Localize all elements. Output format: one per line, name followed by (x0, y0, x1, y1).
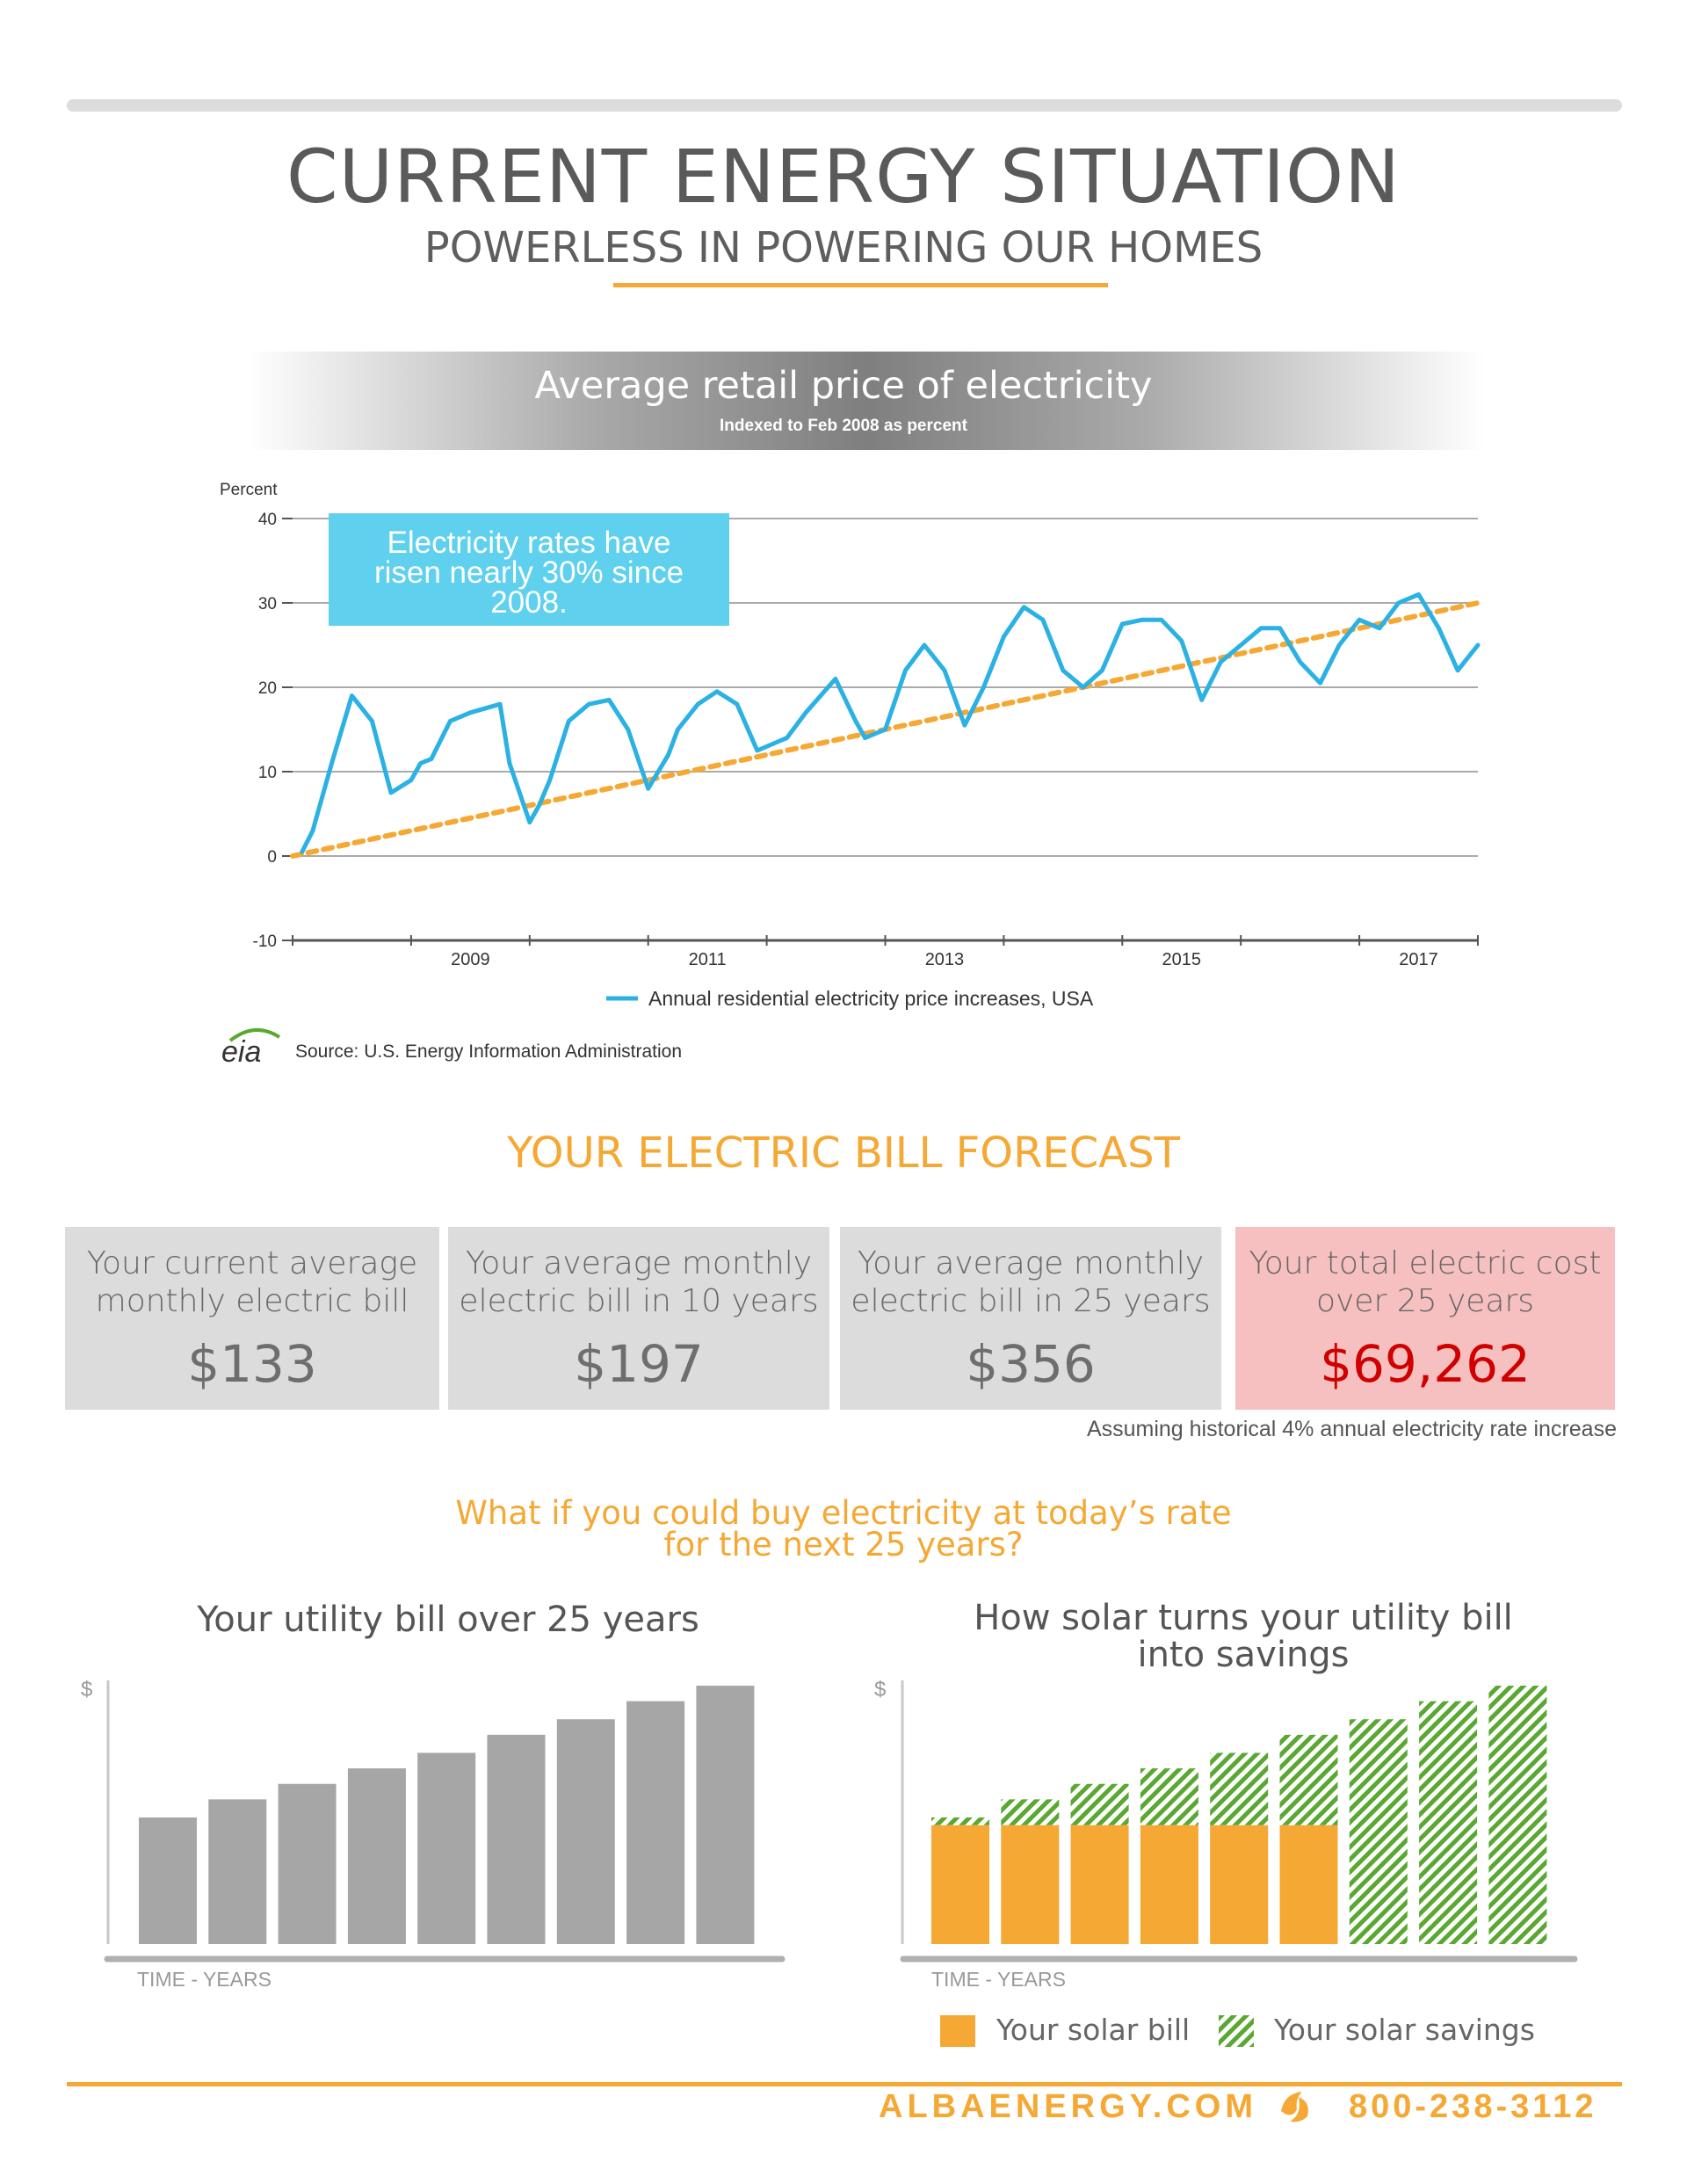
card-label: Your total electric cost over 25 years (1235, 1244, 1615, 1320)
phone-number[interactable]: 800-238-3112 (1349, 2088, 1597, 2125)
utility-bar (626, 1701, 685, 1944)
solar-savings-bar (1210, 1752, 1269, 1825)
callout-box (329, 513, 729, 626)
y-tick-label: -10 (253, 932, 277, 951)
solar-bill-bar (1210, 1825, 1269, 1944)
assumption-note: Assuming historical 4% annual electricit… (1086, 1417, 1617, 1441)
solar-chart-title: How solar turns your utility bill into s… (923, 1600, 1564, 1673)
price-line-chart: Percent 40 30 20 10 0 -10 2009 2011 2013 2015 201… (220, 481, 1481, 1063)
legend-solar-savings-swatch (1219, 2015, 1254, 2047)
solar-bill-bar (1279, 1825, 1338, 1944)
card-label-line-2: over 25 years (1315, 1283, 1535, 1319)
card-label-line-1: Your average monthly (465, 1245, 812, 1281)
card-value: $133 (187, 1334, 317, 1394)
eia-logo: eia (221, 1035, 261, 1063)
utility-bar (278, 1783, 337, 1944)
forecast-card-25-years: Your average monthly electric bill in 25… (840, 1227, 1221, 1410)
whatif-question: What if you could buy electricity at tod… (0, 1494, 1687, 1564)
card-label-line-1: Your average monthly (857, 1245, 1204, 1281)
eia-logo-swoosh (228, 1027, 281, 1042)
x-tick-label: 2017 (1399, 950, 1438, 969)
card-label-line-1: Your current average (86, 1245, 418, 1281)
solar-savings-bar (1419, 1701, 1478, 1944)
legend-label: Annual residential electricity price inc… (648, 987, 1094, 1010)
y-tick-label: 40 (258, 511, 277, 529)
solar-chart-title-line-1: How solar turns your utility bill (974, 1598, 1513, 1638)
solar-savings-bar (1279, 1734, 1338, 1825)
title-underline (613, 283, 1108, 287)
card-label: Your average monthly electric bill in 10… (448, 1244, 829, 1320)
bar-charts: $ TIME - YEARS $ TIME - YEARS (81, 1678, 1578, 1991)
price-chart-title: Average retail price of electricity (534, 364, 1153, 408)
utility-bar (139, 1817, 197, 1944)
utility-bar (417, 1752, 476, 1944)
legend-solar-bill-swatch (940, 2015, 975, 2047)
price-series-line (300, 591, 1481, 854)
solar-bill-bar (1001, 1825, 1060, 1944)
solar-savings-bar (931, 1817, 989, 1825)
solar-savings-bar (1488, 1686, 1547, 1944)
card-label-line-2: electric bill in 10 years (459, 1283, 819, 1319)
card-label: Your average monthly electric bill in 25… (840, 1244, 1221, 1320)
card-label-line-1: Your total electric cost (1249, 1245, 1602, 1281)
solar-chart-title-line-2: into savings (1137, 1635, 1350, 1675)
card-value-total: $69,262 (1320, 1334, 1531, 1394)
x-tick-label: 2015 (1162, 950, 1202, 969)
y-tick-label: 30 (258, 595, 277, 613)
top-divider (67, 99, 1622, 112)
solar-bill-bar (931, 1825, 989, 1944)
website-link[interactable]: ALBAENERGY.COM (879, 2088, 1258, 2125)
footer-divider (67, 2082, 1622, 2086)
source-note: Source: U.S. Energy Information Administ… (295, 1041, 682, 1062)
forecast-card-total: Your total electric cost over 25 years $… (1235, 1227, 1615, 1410)
solar-savings-bar (1001, 1799, 1060, 1825)
page-title: CURRENT ENERGY SITUATION (286, 134, 1401, 220)
y-axis-label: Percent (220, 481, 278, 499)
x-tick-label: 2013 (925, 950, 965, 969)
card-value: $197 (574, 1334, 704, 1394)
y-tick-label: 20 (258, 679, 277, 698)
forecast-card-current: Your current average monthly electric bi… (65, 1227, 439, 1410)
utility-chart-title: Your utility bill over 25 years (197, 1600, 699, 1640)
alba-leaf-icon (1281, 2092, 1308, 2122)
legend-solar-bill-label: Your solar bill (996, 2013, 1191, 2047)
utility-y-axis-label: $ (81, 1678, 92, 1701)
page-subtitle: POWERLESS IN POWERING OUR HOMES (424, 223, 1263, 272)
utility-x-axis-label: TIME - YEARS (137, 1968, 272, 1991)
callout-line-3: 2008. (490, 585, 568, 620)
x-tick-label: 2009 (451, 950, 490, 969)
card-label: Your current average monthly electric bi… (65, 1244, 439, 1320)
solar-bill-bar (1070, 1825, 1129, 1944)
forecast-card-10-years: Your average monthly electric bill in 10… (448, 1227, 829, 1410)
legend-solar-savings-label: Your solar savings (1274, 2013, 1535, 2047)
callout-line-2: risen nearly 30% since (374, 555, 684, 590)
solar-x-axis-label: TIME - YEARS (931, 1968, 1066, 1991)
whatif-line-2: for the next 25 years? (663, 1526, 1024, 1564)
callout-line-1: Electricity rates have (387, 526, 671, 560)
x-tick-label: 2011 (689, 950, 727, 969)
solar-y-axis-label: $ (874, 1678, 886, 1701)
utility-bar (208, 1799, 267, 1944)
utility-bar (696, 1686, 755, 1944)
solar-savings-bar (1140, 1768, 1198, 1825)
utility-bar (347, 1768, 406, 1944)
solar-savings-bar (1070, 1783, 1129, 1825)
chart-banner (248, 352, 1485, 450)
price-chart-subtitle: Indexed to Feb 2008 as percent (720, 417, 967, 435)
y-tick-label: 0 (267, 848, 277, 867)
card-value: $356 (966, 1334, 1096, 1394)
solar-savings-bar (1349, 1719, 1408, 1944)
forecast-title: YOUR ELECTRIC BILL FORECAST (507, 1128, 1180, 1178)
utility-bar (487, 1734, 546, 1944)
card-label-line-2: electric bill in 25 years (851, 1283, 1211, 1319)
y-tick-label: 10 (258, 764, 277, 782)
utility-bar (556, 1719, 615, 1944)
whatif-line-1: What if you could buy electricity at tod… (455, 1494, 1232, 1532)
card-label-line-2: monthly electric bill (95, 1283, 409, 1319)
solar-bill-bar (1140, 1825, 1198, 1944)
